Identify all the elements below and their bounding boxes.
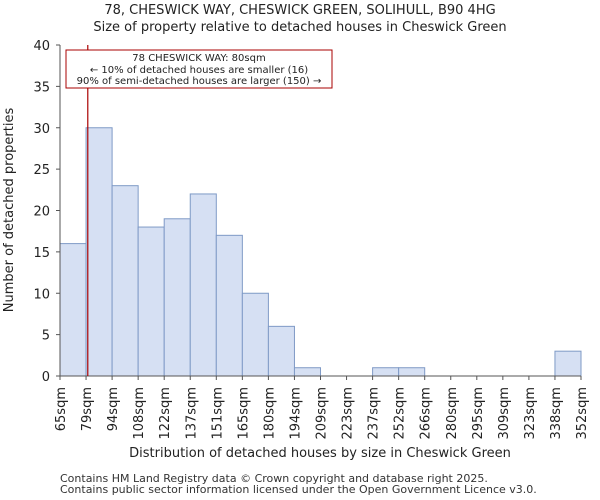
- histogram-bar: [137, 226, 165, 377]
- y-tick-label: 35: [33, 80, 50, 95]
- histogram-bar: [215, 234, 243, 377]
- histogram-bar: [554, 350, 582, 377]
- annotation-box: [65, 49, 333, 89]
- x-tick-label: 252sqm: [393, 387, 408, 440]
- histogram-bar: [85, 127, 113, 377]
- x-tick-label: 122sqm: [158, 387, 173, 440]
- histogram-bar: [241, 292, 269, 377]
- x-tick-label: 352sqm: [575, 387, 590, 440]
- x-tick-label: 180sqm: [262, 387, 277, 440]
- x-tick-label: 280sqm: [445, 387, 460, 440]
- x-tick-label: 223sqm: [341, 387, 356, 440]
- x-tick-label: 309sqm: [497, 387, 512, 440]
- x-tick-label: 79sqm: [80, 387, 95, 431]
- x-tick-label: 194sqm: [288, 387, 303, 440]
- annotation-line-3: 90% of semi-detached houses are larger (…: [77, 76, 322, 87]
- y-tick-label: 20: [33, 205, 50, 220]
- histogram-bar: [163, 218, 191, 377]
- x-tick-label: 323sqm: [523, 387, 538, 440]
- x-tick-label: 108sqm: [132, 387, 147, 440]
- y-tick-label: 30: [33, 122, 50, 137]
- annotation-line-1: 78 CHESWICK WAY: 80sqm: [132, 53, 265, 64]
- x-tick-label: 209sqm: [315, 387, 330, 440]
- y-tick-label: 10: [33, 287, 50, 302]
- y-axis-label: Number of detached properties: [2, 108, 17, 313]
- histogram-chart: 0 5 10 15 20 25 30 35 40 65sqm 79sqm 94sqm 108sqm 12…: [2, 39, 590, 461]
- histogram-bar: [398, 367, 426, 377]
- histogram-bar: [111, 185, 139, 377]
- histogram-bar: [267, 325, 295, 377]
- property-annotation: 78 CHESWICK WAY: 80sqm ← 10% of detached…: [65, 49, 333, 89]
- x-tick-label: 137sqm: [184, 387, 199, 440]
- x-tick-label: 65sqm: [54, 387, 69, 431]
- chart-title: 78, CHESWICK WAY, CHESWICK GREEN, SOLIHU…: [104, 3, 496, 18]
- footer-copyright: Contains HM Land Registry data © Crown c…: [60, 472, 488, 485]
- x-tick-label: 165sqm: [236, 387, 251, 440]
- chart-subtitle: Size of property relative to detached ho…: [93, 20, 507, 35]
- histogram-bar: [372, 367, 400, 377]
- x-tick-label: 338sqm: [549, 387, 564, 440]
- footer-licence: Contains public sector information licen…: [60, 483, 537, 496]
- y-tick-label: 0: [42, 370, 50, 385]
- histogram-bar: [189, 193, 217, 377]
- y-tick-label: 15: [33, 246, 50, 261]
- annotation-line-2: ← 10% of detached houses are smaller (16…: [90, 65, 308, 76]
- x-tick-label: 295sqm: [471, 387, 486, 440]
- histogram-bar: [59, 243, 87, 377]
- y-tick-label: 40: [33, 39, 50, 54]
- histogram-bar: [293, 367, 322, 377]
- y-tick-label: 25: [33, 163, 50, 178]
- x-tick-label: 237sqm: [367, 387, 382, 440]
- x-axis-label: Distribution of detached houses by size …: [129, 446, 511, 461]
- x-tick-label: 94sqm: [106, 387, 121, 431]
- x-tick-label: 151sqm: [210, 387, 225, 440]
- y-tick-label: 5: [42, 329, 50, 344]
- x-tick-label: 266sqm: [419, 387, 434, 440]
